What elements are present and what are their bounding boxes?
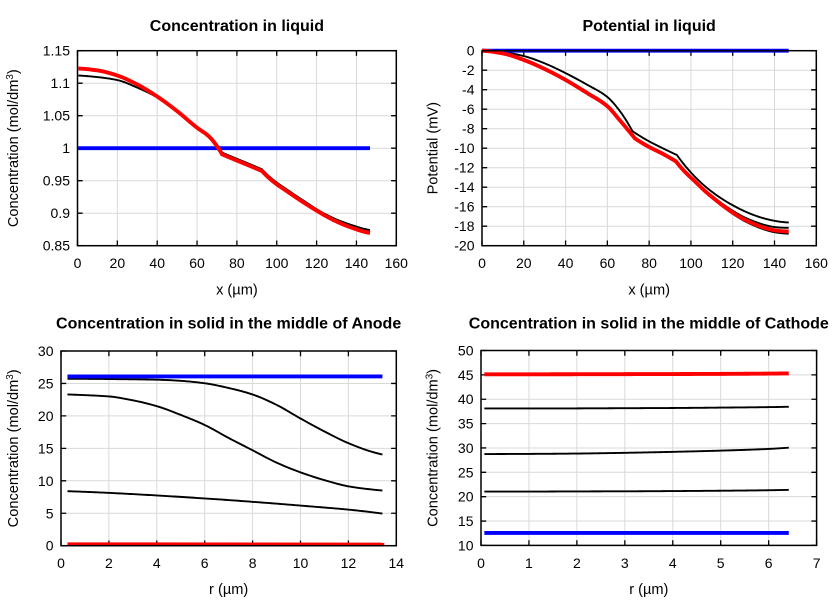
svg-text:-6: -6 [462, 101, 475, 117]
svg-text:-12: -12 [454, 160, 474, 176]
svg-text:80: 80 [641, 255, 657, 271]
svg-text:Concentration in solid in the: Concentration in solid in the middle of … [469, 316, 829, 333]
svg-text:6: 6 [201, 555, 209, 571]
svg-text:20: 20 [38, 408, 54, 424]
svg-text:15: 15 [458, 513, 474, 529]
svg-text:0.85: 0.85 [43, 238, 70, 254]
svg-text:25: 25 [38, 375, 54, 391]
svg-text:40: 40 [149, 255, 165, 271]
svg-text:120: 120 [305, 255, 329, 271]
svg-text:Potential (mV): Potential (mV) [426, 102, 442, 194]
svg-text:40: 40 [558, 255, 574, 271]
svg-text:x (µm): x (µm) [216, 283, 258, 299]
svg-text:3: 3 [621, 555, 629, 571]
svg-text:0: 0 [57, 555, 65, 571]
svg-text:1: 1 [62, 140, 70, 156]
svg-text:0: 0 [46, 538, 54, 554]
svg-text:0.95: 0.95 [43, 173, 70, 189]
svg-text:0.9: 0.9 [51, 205, 71, 221]
svg-text:0: 0 [478, 255, 486, 271]
svg-text:-16: -16 [454, 199, 474, 215]
svg-text:Potential in liquid: Potential in liquid [582, 18, 715, 35]
svg-text:20: 20 [458, 489, 474, 505]
svg-text:x (µm): x (µm) [628, 283, 670, 299]
svg-text:1.1: 1.1 [51, 75, 71, 91]
svg-text:60: 60 [600, 255, 616, 271]
svg-text:-14: -14 [454, 179, 474, 195]
svg-text:-4: -4 [462, 82, 475, 98]
svg-text:40: 40 [458, 391, 474, 407]
svg-text:Concentration (mol/dm3): Concentration (mol/dm3) [5, 69, 22, 227]
svg-text:35: 35 [458, 416, 474, 432]
svg-text:Concentration (mol/dm3): Concentration (mol/dm3) [5, 369, 22, 527]
svg-text:100: 100 [265, 255, 289, 271]
svg-text:0: 0 [477, 555, 485, 571]
svg-text:r (µm): r (µm) [209, 582, 248, 598]
svg-text:10: 10 [458, 537, 474, 553]
svg-text:-10: -10 [454, 140, 474, 156]
svg-text:7: 7 [813, 555, 821, 571]
svg-text:2: 2 [105, 555, 113, 571]
svg-text:5: 5 [717, 555, 725, 571]
svg-text:1: 1 [525, 555, 533, 571]
svg-text:Concentration (mol/dm3): Concentration (mol/dm3) [425, 369, 442, 527]
svg-text:-18: -18 [454, 218, 474, 234]
svg-text:2: 2 [573, 555, 581, 571]
svg-text:r (µm): r (µm) [629, 582, 668, 598]
svg-text:50: 50 [458, 343, 474, 359]
svg-text:15: 15 [38, 440, 54, 456]
svg-text:30: 30 [38, 343, 54, 359]
svg-text:80: 80 [229, 255, 245, 271]
svg-text:160: 160 [385, 255, 409, 271]
svg-text:Concentration in solid in the: Concentration in solid in the middle of … [56, 316, 401, 333]
svg-text:12: 12 [341, 555, 357, 571]
svg-text:60: 60 [189, 255, 205, 271]
svg-text:Concentration in liquid: Concentration in liquid [150, 18, 324, 35]
svg-text:0: 0 [74, 255, 82, 271]
svg-text:5: 5 [46, 505, 54, 521]
svg-text:10: 10 [38, 473, 54, 489]
svg-text:30: 30 [458, 440, 474, 456]
svg-text:4: 4 [669, 555, 677, 571]
svg-text:4: 4 [153, 555, 161, 571]
svg-text:8: 8 [249, 555, 257, 571]
svg-text:-20: -20 [454, 238, 474, 254]
svg-text:0: 0 [467, 43, 475, 59]
svg-text:100: 100 [679, 255, 703, 271]
svg-text:20: 20 [110, 255, 126, 271]
svg-text:1.05: 1.05 [43, 108, 70, 124]
svg-text:160: 160 [805, 255, 829, 271]
svg-text:45: 45 [458, 367, 474, 383]
svg-text:120: 120 [721, 255, 745, 271]
svg-text:25: 25 [458, 464, 474, 480]
svg-text:1.15: 1.15 [43, 43, 70, 59]
svg-text:-8: -8 [462, 121, 475, 137]
svg-text:6: 6 [765, 555, 773, 571]
svg-text:20: 20 [516, 255, 532, 271]
svg-text:10: 10 [293, 555, 309, 571]
svg-text:-2: -2 [462, 62, 475, 78]
svg-text:140: 140 [763, 255, 787, 271]
svg-text:14: 14 [389, 555, 405, 571]
svg-text:140: 140 [345, 255, 369, 271]
